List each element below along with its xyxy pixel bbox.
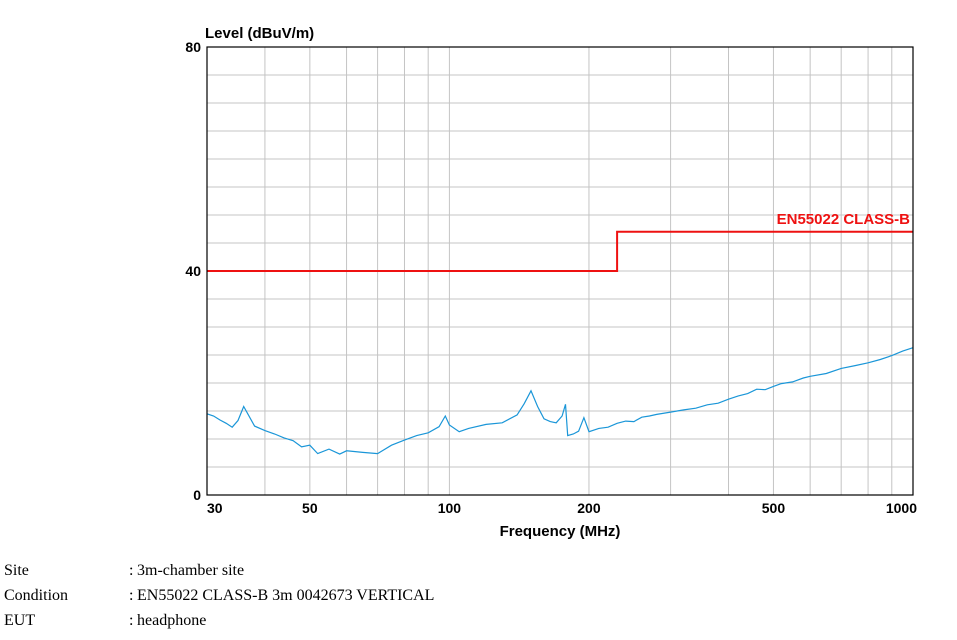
info-site-row: Site : 3m-chamber site xyxy=(0,562,957,584)
eut-separator: : xyxy=(129,612,134,629)
y-axis-label: Level (dBuV/m) xyxy=(205,25,314,42)
grid-layer xyxy=(206,46,914,496)
condition-label: Condition xyxy=(4,587,69,604)
tick-layer: 30 50 100 200 500 1000 0 40 80 xyxy=(185,39,917,516)
eut-label: EUT xyxy=(4,612,36,629)
x-tick-label: 50 xyxy=(302,500,318,516)
emission-chart: 30 50 100 200 500 1000 0 40 80 Level (dBuV/m) Fr… xyxy=(185,25,917,540)
site-label: Site xyxy=(4,562,29,579)
info-condition-row: Condition : EN55022 CLASS-B 3m 0042673 V… xyxy=(0,587,957,609)
condition-value: EN55022 CLASS-B 3m 0042673 VERTICAL xyxy=(137,587,435,604)
limit-series-line xyxy=(207,230,913,272)
x-tick-label: 30 xyxy=(207,500,223,516)
info-eut-row: EUT : headphone xyxy=(0,612,957,634)
eut-value: headphone xyxy=(137,612,207,629)
condition-separator: : xyxy=(129,587,134,604)
y-tick-label: 0 xyxy=(193,487,201,503)
x-axis-label: Frequency (MHz) xyxy=(500,523,621,540)
site-separator: : xyxy=(129,562,134,579)
x-tick-label: 500 xyxy=(762,500,786,516)
x-tick-label: 100 xyxy=(438,500,462,516)
series-layer xyxy=(206,230,914,455)
y-tick-label: 80 xyxy=(185,39,201,55)
site-value: 3m-chamber site xyxy=(137,562,245,579)
y-tick-label: 40 xyxy=(185,263,201,279)
x-tick-label: 200 xyxy=(577,500,601,516)
plot-frame xyxy=(206,46,914,496)
limit-line-label: EN55022 CLASS-B xyxy=(777,211,911,228)
emission-series-line xyxy=(206,347,914,455)
x-tick-label: 1000 xyxy=(886,500,917,516)
